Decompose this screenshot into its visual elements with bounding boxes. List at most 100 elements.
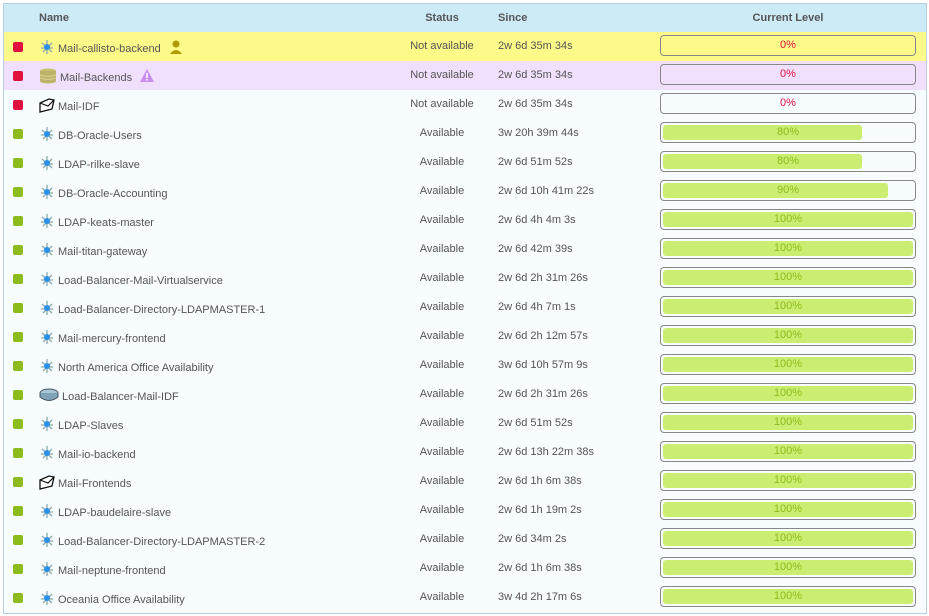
service-name-link[interactable]: Load-Balancer-Directory-LDAPMASTER-2 <box>58 535 266 548</box>
since-text: 2w 6d 2h 12m 57s <box>498 330 588 342</box>
service-icon <box>39 358 55 377</box>
table-row[interactable]: LDAP-Slaves Available 2w 6d 51m 52s 100% <box>4 409 926 438</box>
column-since[interactable]: Since <box>498 12 528 24</box>
service-name-link[interactable]: Load-Balancer-Directory-LDAPMASTER-1 <box>58 303 266 316</box>
service-name-link[interactable]: Mail-neptune-frontend <box>58 564 166 577</box>
column-current-level[interactable]: Current Level <box>752 12 824 24</box>
level-percent: 100% <box>773 300 803 312</box>
level-percent: 100% <box>773 445 803 457</box>
service-icon <box>39 271 55 290</box>
table-row[interactable]: Mail-neptune-frontend Available 2w 6d 1h… <box>4 554 926 583</box>
level-percent: 0% <box>780 97 796 109</box>
column-status[interactable]: Status <box>425 12 459 24</box>
level-bar: 100% <box>660 441 916 462</box>
level-bar: 100% <box>660 528 916 549</box>
service-name-link[interactable]: DB-Oracle-Accounting <box>58 187 168 200</box>
table-row[interactable]: Mail-titan-gateway Available 2w 6d 42m 3… <box>4 235 926 264</box>
service-icon <box>39 532 55 551</box>
table-row[interactable]: Load-Balancer-Mail-Virtualservice Availa… <box>4 264 926 293</box>
service-name-link[interactable]: Load-Balancer-Mail-IDF <box>62 390 179 403</box>
level-bar: 100% <box>660 557 916 578</box>
status-indicator <box>13 245 23 255</box>
service-name-link[interactable]: Mail-io-backend <box>58 448 136 461</box>
level-bar-fill <box>663 328 913 343</box>
since-text: 2w 6d 35m 34s <box>498 40 573 52</box>
since-text: 2w 6d 2h 31m 26s <box>498 272 588 284</box>
table-row[interactable]: Mail-Frontends Available 2w 6d 1h 6m 38s… <box>4 467 926 496</box>
level-bar-fill <box>663 415 913 430</box>
level-percent: 100% <box>773 358 803 370</box>
service-name-link[interactable]: Oceania Office Availability <box>58 593 185 606</box>
table-row[interactable]: LDAP-rilke-slave Available 2w 6d 51m 52s… <box>4 148 926 177</box>
service-name-link[interactable]: Mail-IDF <box>58 100 100 113</box>
level-percent: 0% <box>780 39 796 51</box>
service-name-link[interactable]: North America Office Availability <box>58 361 214 374</box>
table-row[interactable]: Load-Balancer-Mail-IDF Available 2w 6d 2… <box>4 380 926 409</box>
service-name-link[interactable]: Mail-Frontends <box>58 477 132 490</box>
level-bar-fill <box>663 357 913 372</box>
table-row[interactable]: Oceania Office Availability Available 3w… <box>4 583 926 612</box>
table-row[interactable]: Mail-io-backend Available 2w 6d 13h 22m … <box>4 438 926 467</box>
table-row[interactable]: DB-Oracle-Users Available 3w 20h 39m 44s… <box>4 119 926 148</box>
status-text: Available <box>419 301 465 313</box>
since-text: 2w 6d 4h 4m 3s <box>498 214 576 226</box>
level-percent: 100% <box>773 387 803 399</box>
status-indicator <box>13 535 23 545</box>
status-text: Available <box>419 562 465 574</box>
since-text: 2w 6d 34m 2s <box>498 533 567 545</box>
status-indicator <box>13 390 23 400</box>
level-bar: 0% <box>660 64 916 85</box>
status-indicator <box>13 419 23 429</box>
column-name[interactable]: Name <box>39 12 69 24</box>
table-row[interactable]: Mail-Backends Not available 2w 6d 35m 34… <box>4 61 926 90</box>
status-indicator <box>13 42 23 52</box>
level-bar-fill <box>663 183 888 198</box>
since-text: 2w 6d 35m 34s <box>498 98 573 110</box>
level-percent: 100% <box>773 503 803 515</box>
since-text: 2w 6d 1h 6m 38s <box>498 562 582 574</box>
level-bar: 100% <box>660 354 916 375</box>
status-indicator <box>13 216 23 226</box>
service-icon <box>39 503 55 522</box>
status-indicator <box>13 158 23 168</box>
service-name-link[interactable]: LDAP-Slaves <box>58 419 124 432</box>
envelope-icon <box>39 97 55 116</box>
table-row[interactable]: Mail-IDF Not available 2w 6d 35m 34s 0% <box>4 90 926 119</box>
service-name-link[interactable]: Mail-mercury-frontend <box>58 332 166 345</box>
status-indicator <box>13 129 23 139</box>
service-name-link[interactable]: LDAP-baudelaire-slave <box>58 506 172 519</box>
level-bar: 80% <box>660 122 916 143</box>
level-percent: 100% <box>773 532 803 544</box>
since-text: 2w 6d 35m 34s <box>498 69 573 81</box>
status-text: Available <box>419 475 465 487</box>
level-bar-fill <box>663 444 913 459</box>
level-percent: 80% <box>776 126 800 138</box>
table-row[interactable]: DB-Oracle-Accounting Available 2w 6d 10h… <box>4 177 926 206</box>
table-row[interactable]: Mail-mercury-frontend Available 2w 6d 2h… <box>4 322 926 351</box>
level-bar-fill <box>663 125 863 140</box>
table-row[interactable]: North America Office Availability Availa… <box>4 351 926 380</box>
table-row[interactable]: LDAP-keats-master Available 2w 6d 4h 4m … <box>4 206 926 235</box>
service-name-link[interactable]: Load-Balancer-Mail-Virtualservice <box>58 274 223 287</box>
status-text: Available <box>419 330 465 342</box>
status-indicator <box>13 187 23 197</box>
table-row[interactable]: Mail-callisto-backend Not available 2w 6… <box>4 32 926 61</box>
status-indicator <box>13 448 23 458</box>
since-text: 2w 6d 4h 7m 1s <box>498 301 576 313</box>
table-row[interactable]: Load-Balancer-Directory-LDAPMASTER-1 Ava… <box>4 293 926 322</box>
service-name-link[interactable]: Mail-titan-gateway <box>58 245 148 258</box>
service-name-link[interactable]: LDAP-keats-master <box>58 216 154 229</box>
service-name-link[interactable]: Mail-Backends <box>60 71 133 84</box>
service-icon <box>39 126 55 145</box>
table-row[interactable]: Load-Balancer-Directory-LDAPMASTER-2 Ava… <box>4 525 926 554</box>
level-bar: 0% <box>660 93 916 114</box>
level-bar-fill <box>663 299 913 314</box>
service-name-link[interactable]: Mail-callisto-backend <box>58 42 161 55</box>
since-text: 3w 20h 39m 44s <box>498 127 579 139</box>
table-row[interactable]: LDAP-baudelaire-slave Available 2w 6d 1h… <box>4 496 926 525</box>
service-name-link[interactable]: LDAP-rilke-slave <box>58 158 140 171</box>
service-name-link[interactable]: DB-Oracle-Users <box>58 129 142 142</box>
since-text: 2w 6d 1h 6m 38s <box>498 475 582 487</box>
since-text: 2w 6d 1h 19m 2s <box>498 504 582 516</box>
warning-icon <box>139 68 155 87</box>
